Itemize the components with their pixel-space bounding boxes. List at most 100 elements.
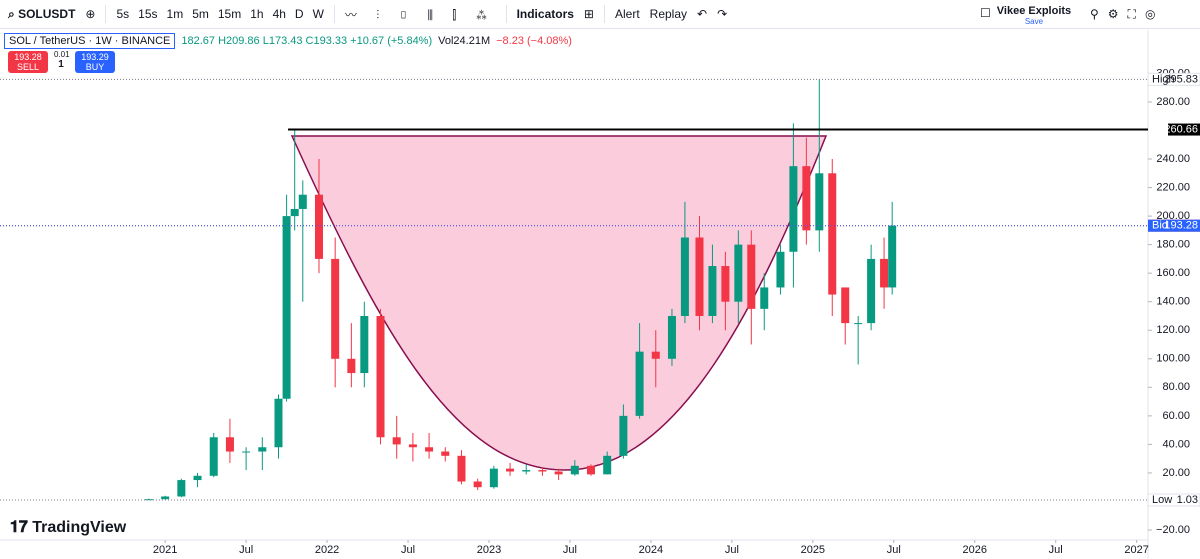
y-tick-label: 80.00 <box>1162 381 1190 393</box>
price-label-name: Ask <box>1152 220 1171 232</box>
price-label-name: High <box>1152 73 1175 85</box>
symbol-search[interactable]: ⌕ SOLUSDT <box>8 6 76 21</box>
y-tick-label: 20.00 <box>1162 467 1190 479</box>
logo: 𝟏𝟕 TradingView <box>10 519 127 536</box>
cup-pattern[interactable] <box>290 135 828 471</box>
candle-body <box>193 475 202 481</box>
sell-button[interactable]: 193.28 SELL <box>8 51 48 73</box>
y-tick-label: 300.00 <box>1156 67 1190 79</box>
interval[interactable]: D <box>294 7 304 21</box>
toolbar: ⌕ SOLUSDT ⊕ 5s 15s 1m 5m 15m 1h 4h D W 〰 ⫶ ▯ ⫼ ⫿… <box>0 0 1200 29</box>
candle-body <box>651 351 660 359</box>
symbol[interactable]: SOLUSDT <box>18 6 76 21</box>
interval[interactable]: 1h <box>250 7 264 21</box>
top-icons[interactable]: ⚲⚙⛶◎ <box>1090 7 1165 21</box>
y-tick-label: 200.00 <box>1156 210 1190 222</box>
y-tick-label: 120.00 <box>1156 324 1190 336</box>
candle-body <box>603 455 612 475</box>
replay[interactable]: Replay <box>649 7 688 21</box>
logo-text: TradingView <box>32 519 127 536</box>
x-tick-label: 2022 <box>315 544 339 556</box>
candle-body <box>290 208 299 217</box>
quantity[interactable]: 1 <box>58 59 64 70</box>
interval[interactable]: 4h <box>272 7 286 21</box>
buy-button[interactable]: 193.29 BUY <box>75 51 115 73</box>
price-label-name: Bid <box>1152 220 1168 232</box>
candle-body <box>274 398 283 448</box>
y-tick-label: 280.00 <box>1156 96 1190 108</box>
undo[interactable]: ↶ ↷ <box>697 7 728 21</box>
price-label-value: 1.03 <box>1177 494 1198 506</box>
interval[interactable]: 15s <box>138 7 158 21</box>
separator <box>333 5 335 23</box>
alert[interactable]: Alert <box>614 7 640 21</box>
indicators[interactable]: Indicators <box>516 7 574 21</box>
candle-body <box>721 266 730 302</box>
candle-body <box>695 237 704 316</box>
interval[interactable]: W <box>312 7 324 21</box>
intervals: 5s 15s 1m 5m 15m 1h 4h D W <box>116 7 323 21</box>
candle-body <box>828 173 837 295</box>
price-label-bg <box>1147 493 1200 507</box>
x-tick-label: Jul <box>563 544 577 556</box>
candle-body <box>880 258 889 288</box>
add[interactable]: ⊕ <box>85 7 96 21</box>
level-label-bg <box>1168 123 1200 136</box>
candle-body <box>570 465 579 475</box>
candle-body <box>506 468 515 472</box>
x-tick-label: Jul <box>725 544 739 556</box>
x-tick-label: Jul <box>239 544 253 556</box>
candle-body <box>867 258 876 324</box>
candle-body <box>473 481 482 488</box>
candle-body <box>888 225 897 288</box>
layout-status: Save <box>1024 17 1044 26</box>
candle-body <box>425 447 434 452</box>
legend-symbol[interactable]: SOL / TetherUS · 1W · BINANCE <box>4 33 176 49</box>
separator <box>603 5 605 23</box>
y-tick-label: 180.00 <box>1156 239 1190 251</box>
y-tick-label: 140.00 <box>1156 296 1190 308</box>
templates[interactable]: ⊞ <box>583 7 594 21</box>
spread-value: 0.01 <box>54 50 70 59</box>
candle-body <box>457 455 466 482</box>
candle-body <box>408 444 417 448</box>
interval[interactable]: 5s <box>116 7 130 21</box>
sell-label: SELL <box>16 62 40 72</box>
candle-body <box>841 287 850 324</box>
candle-body <box>708 266 717 316</box>
x-tick-label: 2024 <box>639 544 663 556</box>
y-tick-label: 40.00 <box>1162 438 1190 450</box>
ohlc: 182.67 H209.86 L173.43 C193.33 +10.67 (+… <box>181 35 433 47</box>
volume-change: −8.23 (−4.08%) <box>496 35 572 47</box>
candle-body <box>298 194 307 209</box>
layout[interactable]: ☐ Vikee Exploits Save <box>980 5 1072 27</box>
candle-body <box>376 315 385 438</box>
y-tick-label: 220.00 <box>1156 181 1190 193</box>
sell-price: 193.28 <box>14 52 42 62</box>
price-label-bg <box>1148 219 1200 232</box>
interval[interactable]: 1m <box>166 7 184 21</box>
candle-body <box>734 244 743 302</box>
chart-types[interactable]: 〰 ⫶ ▯ ⫼ ⫿ ⁂ <box>344 7 496 22</box>
candle-body <box>522 470 531 472</box>
x-tick-label: 2021 <box>153 544 177 556</box>
y-tick-label: 60.00 <box>1162 410 1190 422</box>
x-tick-label: Jul <box>1049 544 1063 556</box>
candle-body <box>489 468 498 488</box>
price-label-bg <box>1147 72 1200 86</box>
x-tick-label: 2026 <box>963 544 987 556</box>
interval[interactable]: 15m <box>217 7 242 21</box>
candle-body <box>802 166 811 231</box>
candle-body <box>667 315 676 359</box>
candle-body <box>347 358 356 374</box>
candle-body <box>314 194 323 259</box>
x-tick-label: 2025 <box>801 544 825 556</box>
price-label-value: 295.83 <box>1164 73 1198 85</box>
candle-body <box>161 496 170 500</box>
candle-body <box>360 315 369 374</box>
price-label-bg <box>1148 219 1200 232</box>
level-label: 260.66 <box>1164 123 1198 135</box>
spread: 0.01 1 <box>54 50 70 70</box>
interval[interactable]: 5m <box>192 7 209 21</box>
